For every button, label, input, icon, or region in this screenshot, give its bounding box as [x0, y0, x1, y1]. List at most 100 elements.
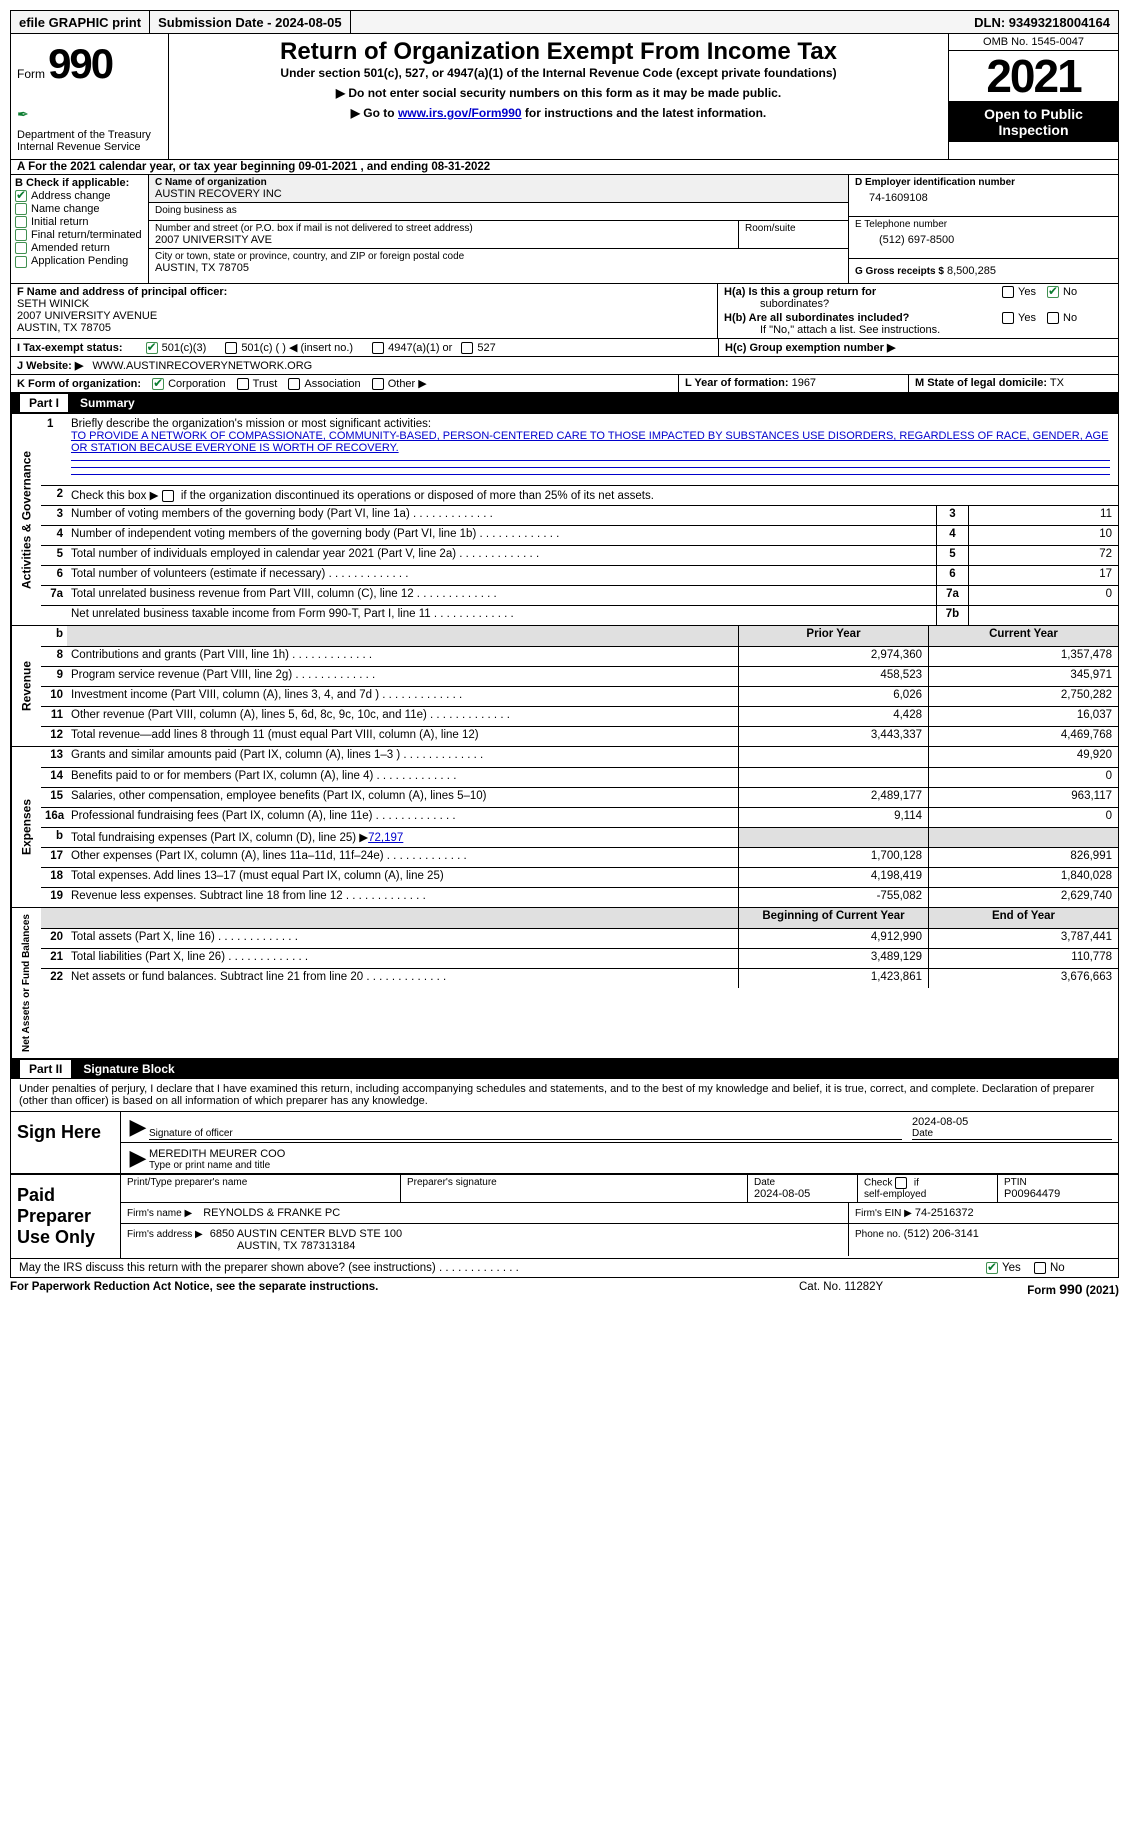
chk-501c[interactable] — [225, 342, 237, 354]
print-name-label: Print/Type preparer's name — [127, 1177, 394, 1188]
penalties-text: Under penalties of perjury, I declare th… — [11, 1079, 1118, 1112]
j-label: J Website: ▶ — [17, 360, 83, 372]
line21: Total liabilities (Part X, line 26) — [67, 949, 738, 968]
expenses-section: Expenses 13Grants and similar amounts pa… — [10, 747, 1119, 908]
chk-hb-no[interactable] — [1047, 312, 1059, 324]
section-b-label: B Check if applicable: — [15, 177, 144, 189]
line3-text: Number of voting members of the governin… — [67, 506, 936, 525]
hb-label: H(b) Are all subordinates included? — [724, 312, 909, 324]
chk-address-change[interactable] — [15, 190, 27, 202]
chk-discontinued[interactable] — [162, 490, 174, 502]
hb-note: If "No," attach a list. See instructions… — [760, 324, 1112, 336]
line11: Other revenue (Part VIII, column (A), li… — [67, 707, 738, 726]
part-1-header: Part I Summary — [10, 393, 1119, 413]
efile-print-label[interactable]: efile GRAPHIC print — [11, 11, 150, 33]
line17: Other expenses (Part IX, column (A), lin… — [67, 848, 738, 867]
form-header: Form 990 ✒ Department of the Treasury In… — [10, 34, 1119, 160]
mission-text: TO PROVIDE A NETWORK OF COMPASSIONATE, C… — [71, 430, 1108, 454]
chk-4947[interactable] — [372, 342, 384, 354]
chk-discuss-yes[interactable] — [986, 1262, 998, 1274]
revenue-section: Revenue bPrior YearCurrent Year 8Contrib… — [10, 626, 1119, 747]
section-f-label: F Name and address of principal officer: — [17, 286, 711, 298]
org-name: AUSTIN RECOVERY INC — [155, 188, 842, 200]
chk-discuss-no[interactable] — [1034, 1262, 1046, 1274]
chk-application-pending[interactable] — [15, 256, 27, 268]
officer-name: SETH WINICK — [17, 298, 711, 310]
chk-name-change[interactable] — [15, 203, 27, 215]
firm-addr-label: Firm's address ▶ — [127, 1229, 203, 1240]
col-begin: Beginning of Current Year — [738, 908, 928, 928]
form-title: Return of Organization Exempt From Incom… — [177, 38, 940, 66]
street-value: 2007 UNIVERSITY AVE — [155, 234, 732, 246]
section-i: I Tax-exempt status: 501(c)(3) 501(c) ( … — [10, 339, 1119, 357]
paid-preparer-label: Paid Preparer Use Only — [11, 1175, 121, 1258]
m-value: TX — [1050, 377, 1064, 389]
line22: Net assets or fund balances. Subtract li… — [67, 969, 738, 988]
part-1-label: Part I — [20, 394, 68, 412]
form-subtitle-3: ▶ Go to www.irs.gov/Form990 for instruct… — [177, 106, 940, 120]
prep-sig-label: Preparer's signature — [407, 1177, 741, 1188]
officer-group-block: F Name and address of principal officer:… — [10, 284, 1119, 339]
chk-501c3[interactable] — [146, 342, 158, 354]
arrow-icon: ▶ — [127, 1114, 149, 1140]
street-label: Number and street (or P.O. box if mail i… — [155, 223, 732, 234]
l-label: L Year of formation: — [685, 377, 789, 389]
line19: Revenue less expenses. Subtract line 18 … — [67, 888, 738, 907]
city-label: City or town, state or province, country… — [155, 251, 842, 262]
open-to-public: Open to Public Inspection — [949, 102, 1118, 142]
chk-other[interactable] — [372, 378, 384, 390]
chk-ha-no[interactable] — [1047, 286, 1059, 298]
dba-label: Doing business as — [155, 205, 842, 216]
form-number: 990 — [48, 40, 112, 87]
side-revenue: Revenue — [11, 626, 41, 746]
chk-initial-return[interactable] — [15, 216, 27, 228]
side-netassets: Net Assets or Fund Balances — [11, 908, 41, 1058]
cat-no: Cat. No. 11282Y — [799, 1281, 979, 1297]
officer-printed-name: MEREDITH MEURER COO — [149, 1148, 1112, 1160]
i-label: I Tax-exempt status: — [17, 342, 123, 354]
chk-ha-yes[interactable] — [1002, 286, 1014, 298]
chk-527[interactable] — [461, 342, 473, 354]
val6: 17 — [968, 566, 1118, 585]
dept-treasury: Department of the Treasury — [17, 129, 162, 141]
chk-self-employed[interactable] — [895, 1177, 907, 1189]
firm-ein-label: Firm's EIN ▶ — [855, 1208, 912, 1219]
prep-date: 2024-08-05 — [754, 1188, 851, 1200]
chk-amended-return[interactable] — [15, 242, 27, 254]
section-j: J Website: ▶ WWW.AUSTINRECOVERYNETWORK.O… — [10, 357, 1119, 375]
part-1-title: Summary — [80, 396, 135, 410]
sig-officer-label: Signature of officer — [149, 1128, 902, 1139]
val5: 72 — [968, 546, 1118, 565]
phone-value: (512) 697-8500 — [879, 234, 1112, 246]
chk-hb-yes[interactable] — [1002, 312, 1014, 324]
prep-date-label: Date — [754, 1177, 851, 1188]
chk-assoc[interactable] — [288, 378, 300, 390]
type-name-label: Type or print name and title — [149, 1160, 1112, 1171]
row-a-tax-year: A For the 2021 calendar year, or tax yea… — [10, 160, 1119, 175]
paperwork-notice: For Paperwork Reduction Act Notice, see … — [10, 1281, 799, 1297]
website-value: WWW.AUSTINRECOVERYNETWORK.ORG — [92, 360, 312, 372]
line1-label: Briefly describe the organization's miss… — [71, 418, 431, 430]
form-subtitle-1: Under section 501(c), 527, or 4947(a)(1)… — [177, 66, 940, 80]
val4: 10 — [968, 526, 1118, 545]
line16a: Professional fundraising fees (Part IX, … — [67, 808, 738, 827]
officer-city: AUSTIN, TX 78705 — [17, 322, 711, 334]
ha-sub: subordinates? — [760, 298, 829, 310]
chk-corp[interactable] — [152, 378, 164, 390]
line4-text: Number of independent voting members of … — [67, 526, 936, 545]
line8: Contributions and grants (Part VIII, lin… — [67, 647, 738, 666]
ein-label: D Employer identification number — [855, 177, 1112, 188]
ein-value: 74-1609108 — [869, 192, 1112, 204]
chk-final-return[interactable] — [15, 229, 27, 241]
submission-date: Submission Date - 2024-08-05 — [150, 11, 351, 33]
line16b: Total fundraising expenses (Part IX, col… — [67, 828, 738, 847]
chk-trust[interactable] — [237, 378, 249, 390]
dln-label: DLN: 93493218004164 — [966, 11, 1118, 33]
city-value: AUSTIN, TX 78705 — [155, 262, 842, 274]
line7b-text: Net unrelated business taxable income fr… — [67, 606, 936, 625]
l-value: 1967 — [792, 377, 816, 389]
firm-addr1: 6850 AUSTIN CENTER BLVD STE 100 — [210, 1228, 402, 1240]
sig-date: 2024-08-05 — [912, 1116, 1112, 1128]
phone-label: E Telephone number — [855, 219, 1112, 230]
irs-link[interactable]: www.irs.gov/Form990 — [398, 106, 522, 120]
